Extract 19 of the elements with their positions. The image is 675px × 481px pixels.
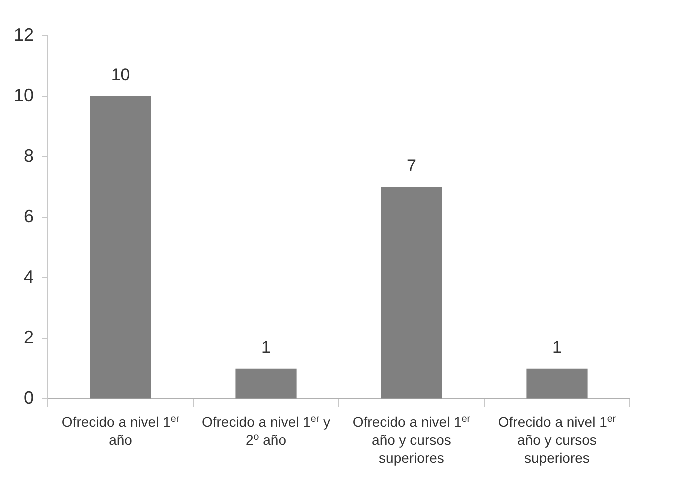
data-label: 10 [111, 66, 130, 85]
category-label: Ofrecido a nivel 1$^{er}$ año y cursos superiores [498, 414, 616, 466]
data-label: 7 [407, 156, 416, 176]
bar [526, 368, 588, 399]
data-label: 1 [552, 338, 562, 358]
y-tick-label: 2 [24, 328, 34, 348]
data-label: 1 [262, 338, 271, 358]
category-label: Ofrecido a nivel 1$^{er}$ año [62, 414, 180, 448]
category-label: Ofrecido a nivel 1$^{er}$ y 2$^{o}$ año [202, 414, 331, 448]
category-label: Ofrecido a nivel 1$^{er}$ año y cursos superiores [352, 414, 471, 466]
bar [90, 96, 152, 399]
y-tick-label: 10 [14, 86, 34, 106]
y-tick-label: 0 [24, 388, 34, 408]
bar [381, 187, 442, 399]
y-tick-label: 12 [14, 24, 34, 45]
bar [236, 368, 297, 399]
y-tick-label: 8 [24, 146, 34, 166]
y-tick-label: 4 [24, 267, 34, 288]
y-tick-label: 6 [24, 206, 34, 227]
